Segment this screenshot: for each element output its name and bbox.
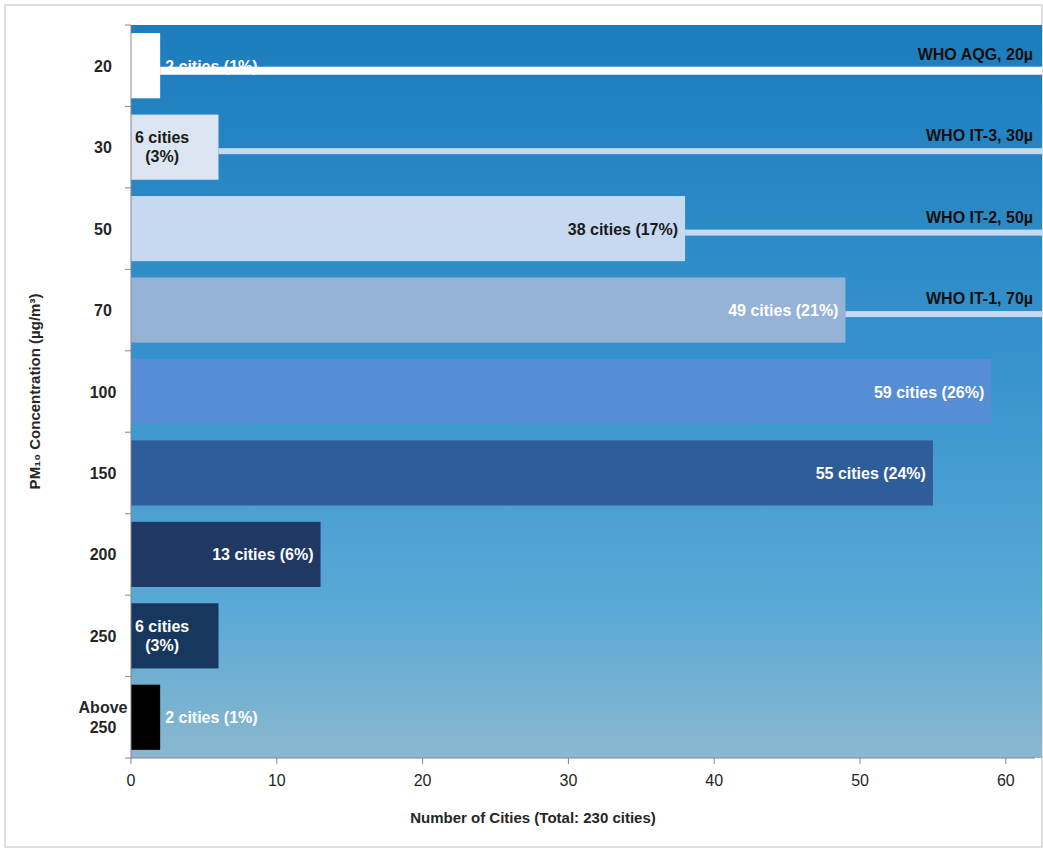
- x-axis-line: [131, 758, 1035, 759]
- y-tick-label: 150: [90, 465, 117, 482]
- annotations: WHO AQG, 20µ WHO IT-3, 30µ WHO IT-2, 50µ WH…: [160, 46, 1042, 317]
- bar: [131, 359, 991, 424]
- y-tick-label: 50: [94, 221, 112, 238]
- x-tick-mark: [714, 758, 715, 764]
- guideline-label: WHO IT-2, 50µ: [926, 209, 1033, 226]
- y-tick-label: 30: [94, 139, 112, 156]
- y-tick-mark: [125, 350, 131, 351]
- y-tick-label: 250: [90, 628, 117, 645]
- guideline: [160, 67, 1042, 75]
- guideline-label: WHO AQG, 20µ: [918, 46, 1033, 63]
- y-tick-label: 100: [90, 384, 117, 401]
- x-tick-mark: [568, 758, 569, 764]
- bar: [131, 603, 218, 668]
- y-tick-label: 20: [94, 58, 112, 75]
- y-axis-line: [131, 25, 132, 758]
- x-tick-mark: [1005, 758, 1006, 764]
- x-tick-label: 10: [268, 772, 286, 789]
- x-tick-label: 40: [705, 772, 723, 789]
- x-tick-label: 0: [127, 772, 136, 789]
- bar: [131, 685, 160, 750]
- guideline: [845, 311, 1042, 317]
- value-label: 6 cities(3%): [135, 618, 189, 654]
- guideline: [685, 230, 1042, 236]
- x-tick-label: 20: [414, 772, 432, 789]
- value-label: 38 cities (17%): [568, 221, 678, 238]
- x-tick-mark: [422, 758, 423, 764]
- value-label: 55 cities (24%): [816, 465, 926, 482]
- y-tick-label: 200: [90, 546, 117, 563]
- y-tick-label: Above250: [79, 699, 128, 736]
- y-tick-mark: [125, 676, 131, 677]
- value-labels: 2 cities (1%) 6 cities(3%) 38 cities (17%)…: [135, 58, 984, 727]
- guideline-label: WHO IT-1, 70µ: [926, 290, 1033, 307]
- bar: [131, 522, 321, 587]
- guideline-label: WHO IT-3, 30µ: [926, 127, 1033, 144]
- value-label: 6 cities(3%): [135, 129, 189, 165]
- value-label: 13 cities (6%): [212, 546, 313, 563]
- y-tick-mark: [125, 25, 131, 26]
- value-label: 2 cities (1%): [165, 58, 257, 75]
- y-tick-mark: [125, 432, 131, 433]
- x-axis-title: Number of Cities (Total: 230 cities): [410, 809, 656, 826]
- value-label: 49 cities (21%): [728, 302, 838, 319]
- y-axis-title: PM₁₀ Concentration (µg/m³): [26, 294, 43, 490]
- y-tick-mark: [125, 269, 131, 270]
- guideline: [218, 148, 1042, 154]
- bar: [131, 277, 845, 342]
- bar: [131, 440, 933, 505]
- x-tick-mark: [131, 758, 132, 764]
- value-label: 59 cities (26%): [874, 384, 984, 401]
- x-tick-label: 50: [851, 772, 869, 789]
- x-tick-label: 30: [560, 772, 578, 789]
- bar: [131, 196, 685, 261]
- axes: 20 30 50 70 100 150 200 250 Above250 0 10 20 30 40 50 6…: [79, 25, 1035, 789]
- y-tick-label: 70: [94, 302, 112, 319]
- x-tick-mark: [276, 758, 277, 764]
- y-tick-mark: [125, 513, 131, 514]
- y-tick-mark: [125, 595, 131, 596]
- chart-svg: WHO AQG, 20µ WHO IT-3, 30µ WHO IT-2, 50µ WH…: [0, 0, 1043, 852]
- plot-background: [131, 25, 1042, 758]
- picture-frame: [5, 5, 1042, 847]
- chart-container: WHO AQG, 20µ WHO IT-3, 30µ WHO IT-2, 50µ WH…: [0, 0, 1043, 852]
- bar: [131, 115, 218, 180]
- x-tick-label: 60: [997, 772, 1015, 789]
- bars: [131, 33, 991, 750]
- y-tick-mark: [125, 187, 131, 188]
- value-label: 2 cities (1%): [165, 709, 257, 726]
- bar: [131, 33, 160, 98]
- x-tick-mark: [860, 758, 861, 764]
- y-tick-mark: [125, 106, 131, 107]
- y-tick-mark: [125, 758, 131, 759]
